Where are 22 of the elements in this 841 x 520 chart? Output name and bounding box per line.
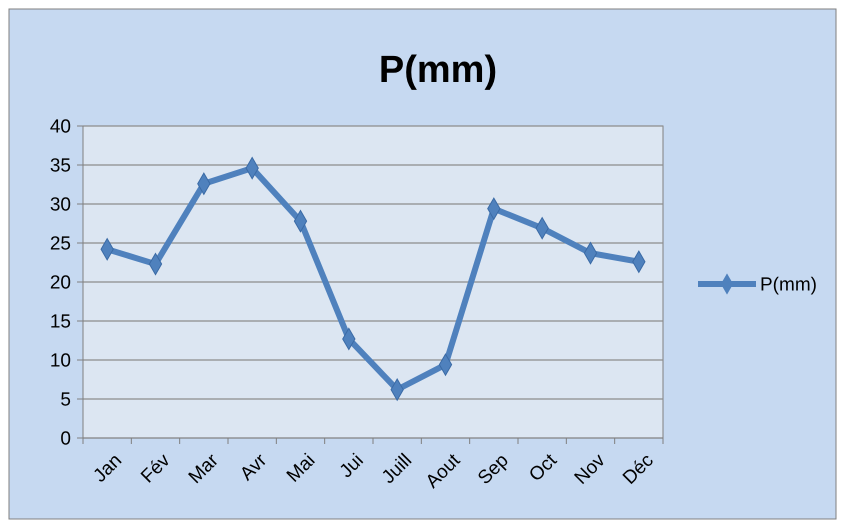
y-tick-label: 20 bbox=[50, 272, 71, 294]
chart-title: P(mm) bbox=[378, 49, 498, 91]
x-tick-label: Mar bbox=[184, 450, 224, 488]
x-tick-label: Nov bbox=[570, 450, 610, 489]
x-tick-label: Sep bbox=[474, 450, 513, 489]
y-tick-label: 10 bbox=[50, 350, 71, 372]
y-tick-label: 0 bbox=[60, 428, 71, 450]
y-tick-label: 40 bbox=[50, 116, 71, 138]
x-tick-label: Avr bbox=[236, 450, 272, 485]
x-tick-label: Juill bbox=[378, 450, 416, 488]
y-tick-label: 15 bbox=[50, 312, 71, 333]
x-tick-label: Déc bbox=[619, 450, 658, 489]
y-tick-label: 25 bbox=[50, 234, 71, 255]
y-tick-label: 35 bbox=[50, 156, 71, 177]
x-tick-label: Jui bbox=[336, 450, 368, 482]
x-tick-label: Fév bbox=[137, 450, 175, 488]
legend-label: P(mm) bbox=[760, 274, 817, 296]
x-tick-label: Oct bbox=[525, 450, 562, 486]
x-tick-label: Mai bbox=[282, 450, 320, 487]
x-tick-label: Jan bbox=[90, 450, 126, 487]
y-tick-label: 5 bbox=[60, 390, 71, 411]
y-tick-label: 30 bbox=[50, 194, 71, 216]
